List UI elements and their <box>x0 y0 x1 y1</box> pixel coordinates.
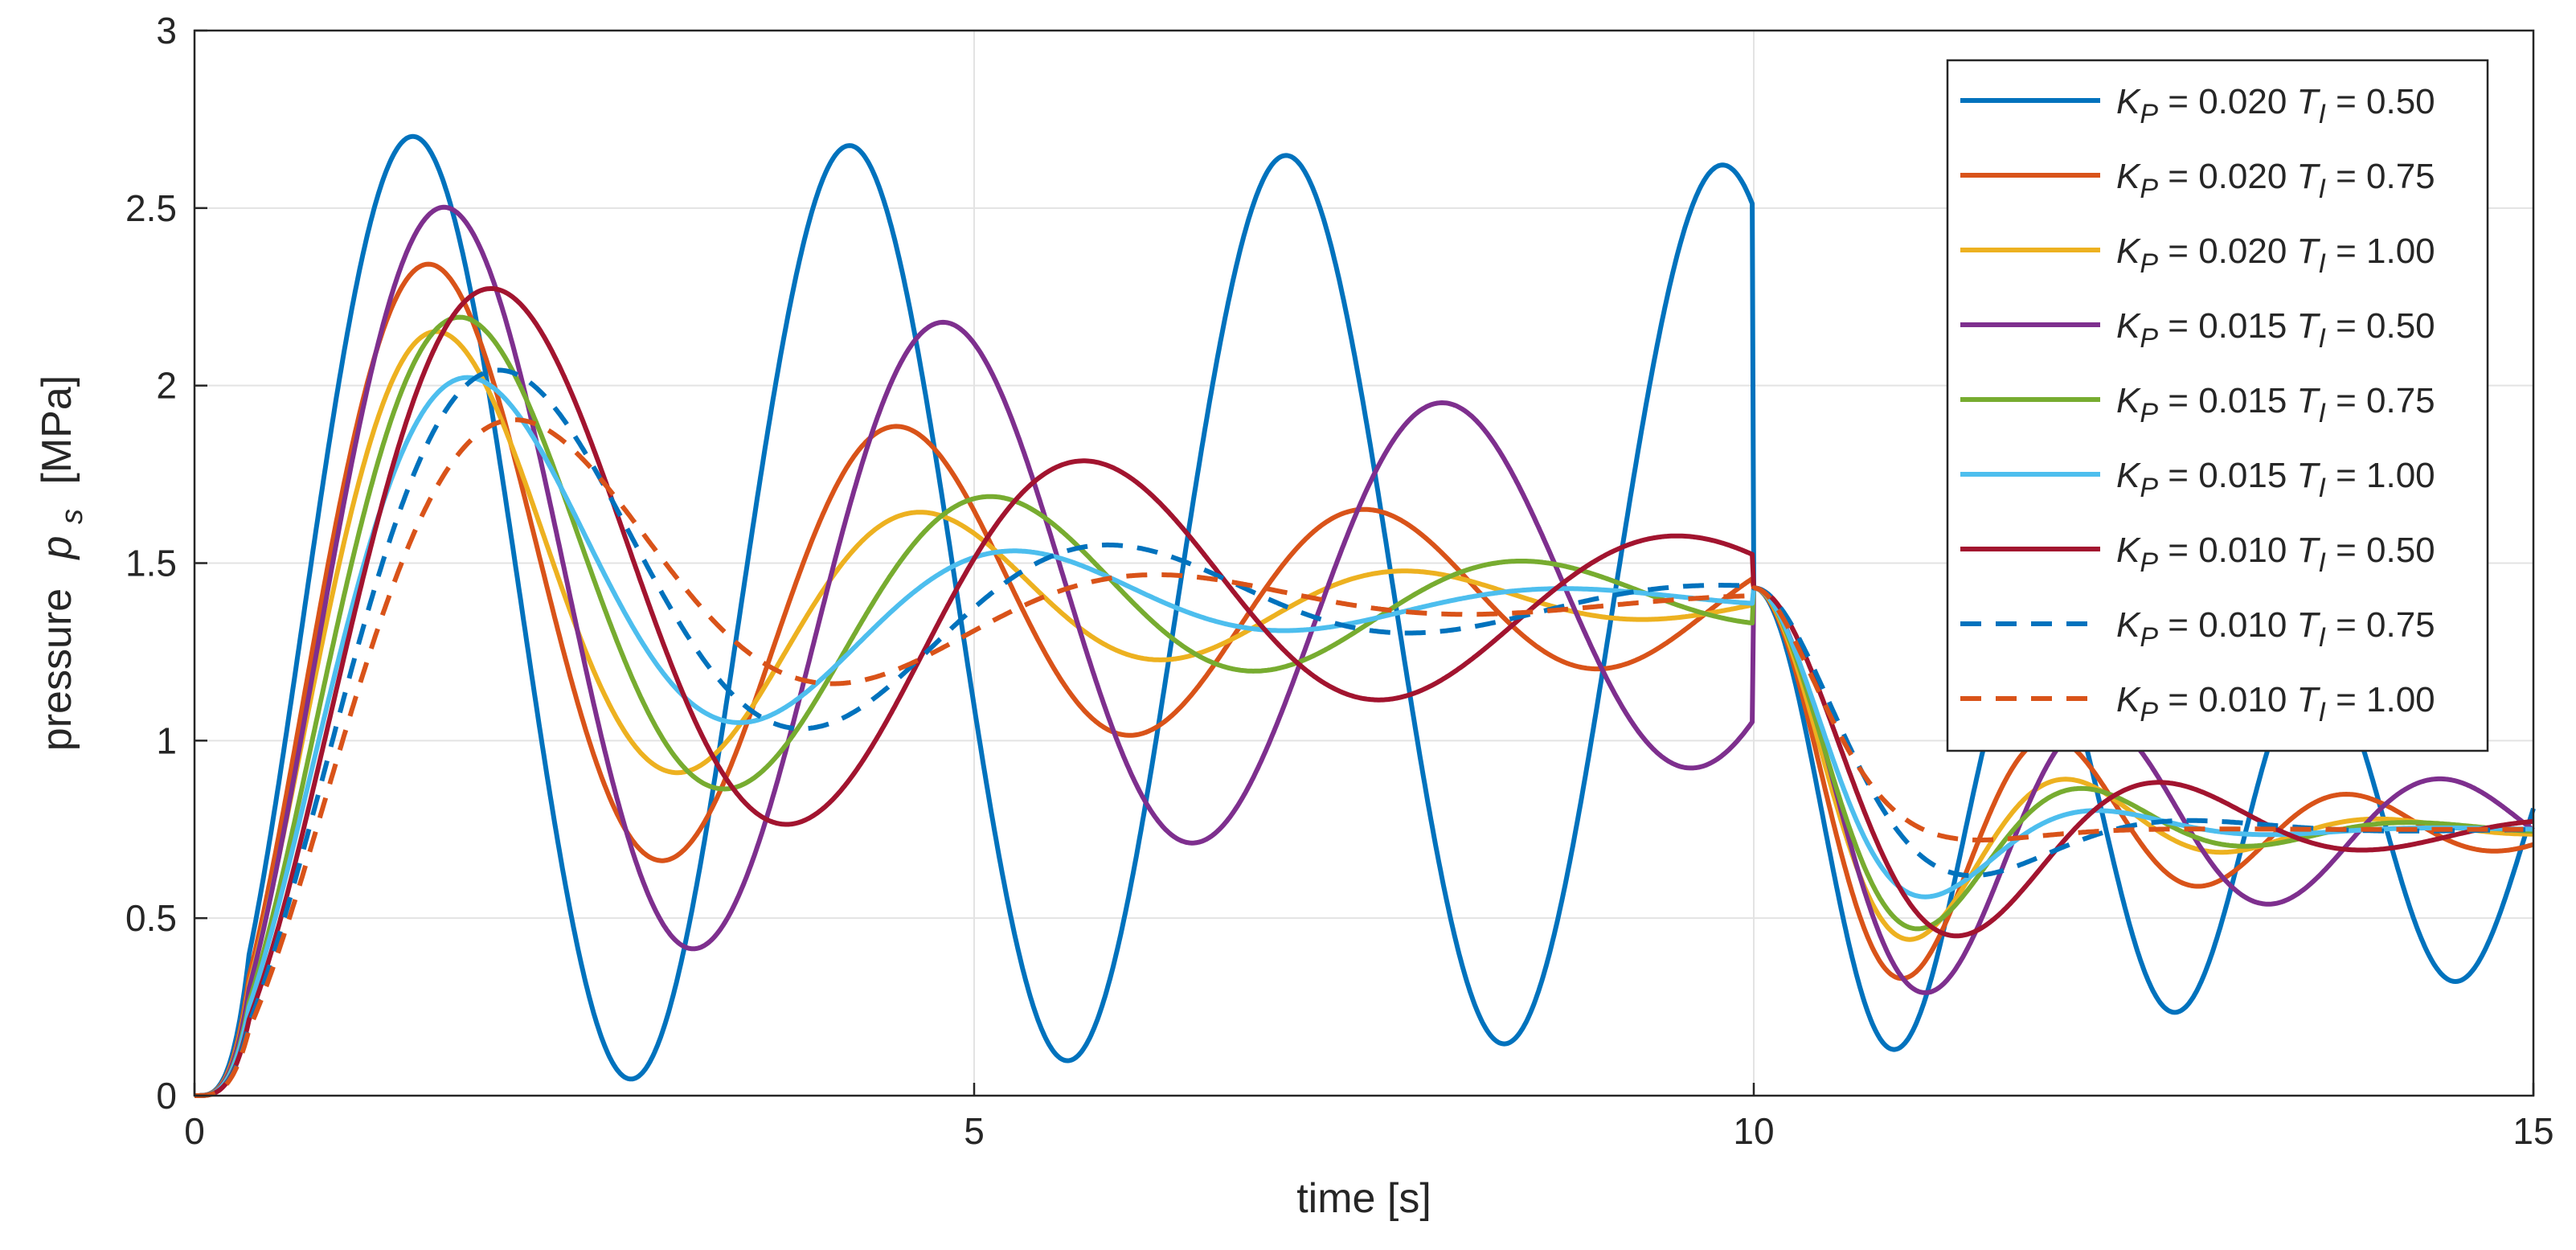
legend-label: KP = 0.020 TI = 0.50 <box>2116 82 2435 129</box>
x-tick-label: 0 <box>184 1110 205 1152</box>
legend-label: KP = 0.015 TI = 0.75 <box>2116 381 2435 428</box>
legend-label: KP = 0.010 TI = 0.75 <box>2116 605 2435 653</box>
y-axis-label-prefix: pressure <box>34 588 80 751</box>
legend-label: KP = 0.010 TI = 1.00 <box>2116 680 2435 727</box>
legend-label: KP = 0.020 TI = 1.00 <box>2116 232 2435 279</box>
legend-label: KP = 0.010 TI = 0.50 <box>2116 531 2435 578</box>
y-tick-label: 0.5 <box>125 897 177 939</box>
series-line-4 <box>193 204 2535 1098</box>
y-tick-label: 1 <box>156 719 177 761</box>
series-line-9 <box>193 417 2535 1098</box>
x-tick-label: 10 <box>1733 1110 1774 1152</box>
series-line-5 <box>193 314 2535 1098</box>
y-axis-label-unit: [MPa] <box>34 375 80 485</box>
x-axis-label: time [s] <box>1296 1175 1431 1222</box>
y-axis-label-subscript: s <box>55 509 89 524</box>
x-tick-label: 5 <box>964 1110 985 1152</box>
axis-ticks: 0 5 10 15 0 0.5 1 1.5 2 2.5 3 <box>125 10 2554 1152</box>
legend: KP = 0.020 TI = 0.50 KP = 0.020 TI = 0.75… <box>1946 59 2489 752</box>
series-line-8 <box>193 367 2535 1098</box>
legend-label: KP = 0.015 TI = 0.50 <box>2116 306 2435 354</box>
legend-label: KP = 0.020 TI = 0.75 <box>2116 157 2435 204</box>
y-tick-label: 2 <box>156 365 177 407</box>
x-tick-label: 15 <box>2513 1110 2553 1152</box>
y-tick-label: 0 <box>156 1075 177 1117</box>
series-line-2 <box>193 261 2535 1098</box>
y-axis-label-symbol: p <box>34 536 80 561</box>
y-axis-label: pressure p s [MPa] <box>34 375 92 751</box>
series-line-7 <box>193 286 2535 1098</box>
series-line-6 <box>193 375 2535 1098</box>
y-tick-label: 1.5 <box>125 543 177 584</box>
series-layer <box>193 133 2536 1098</box>
y-tick-label: 2.5 <box>125 187 177 229</box>
legend-label: KP = 0.015 TI = 1.00 <box>2116 456 2435 503</box>
series-line-1 <box>193 133 2536 1098</box>
y-tick-label: 3 <box>156 10 177 51</box>
series-line-3 <box>193 329 2535 1098</box>
